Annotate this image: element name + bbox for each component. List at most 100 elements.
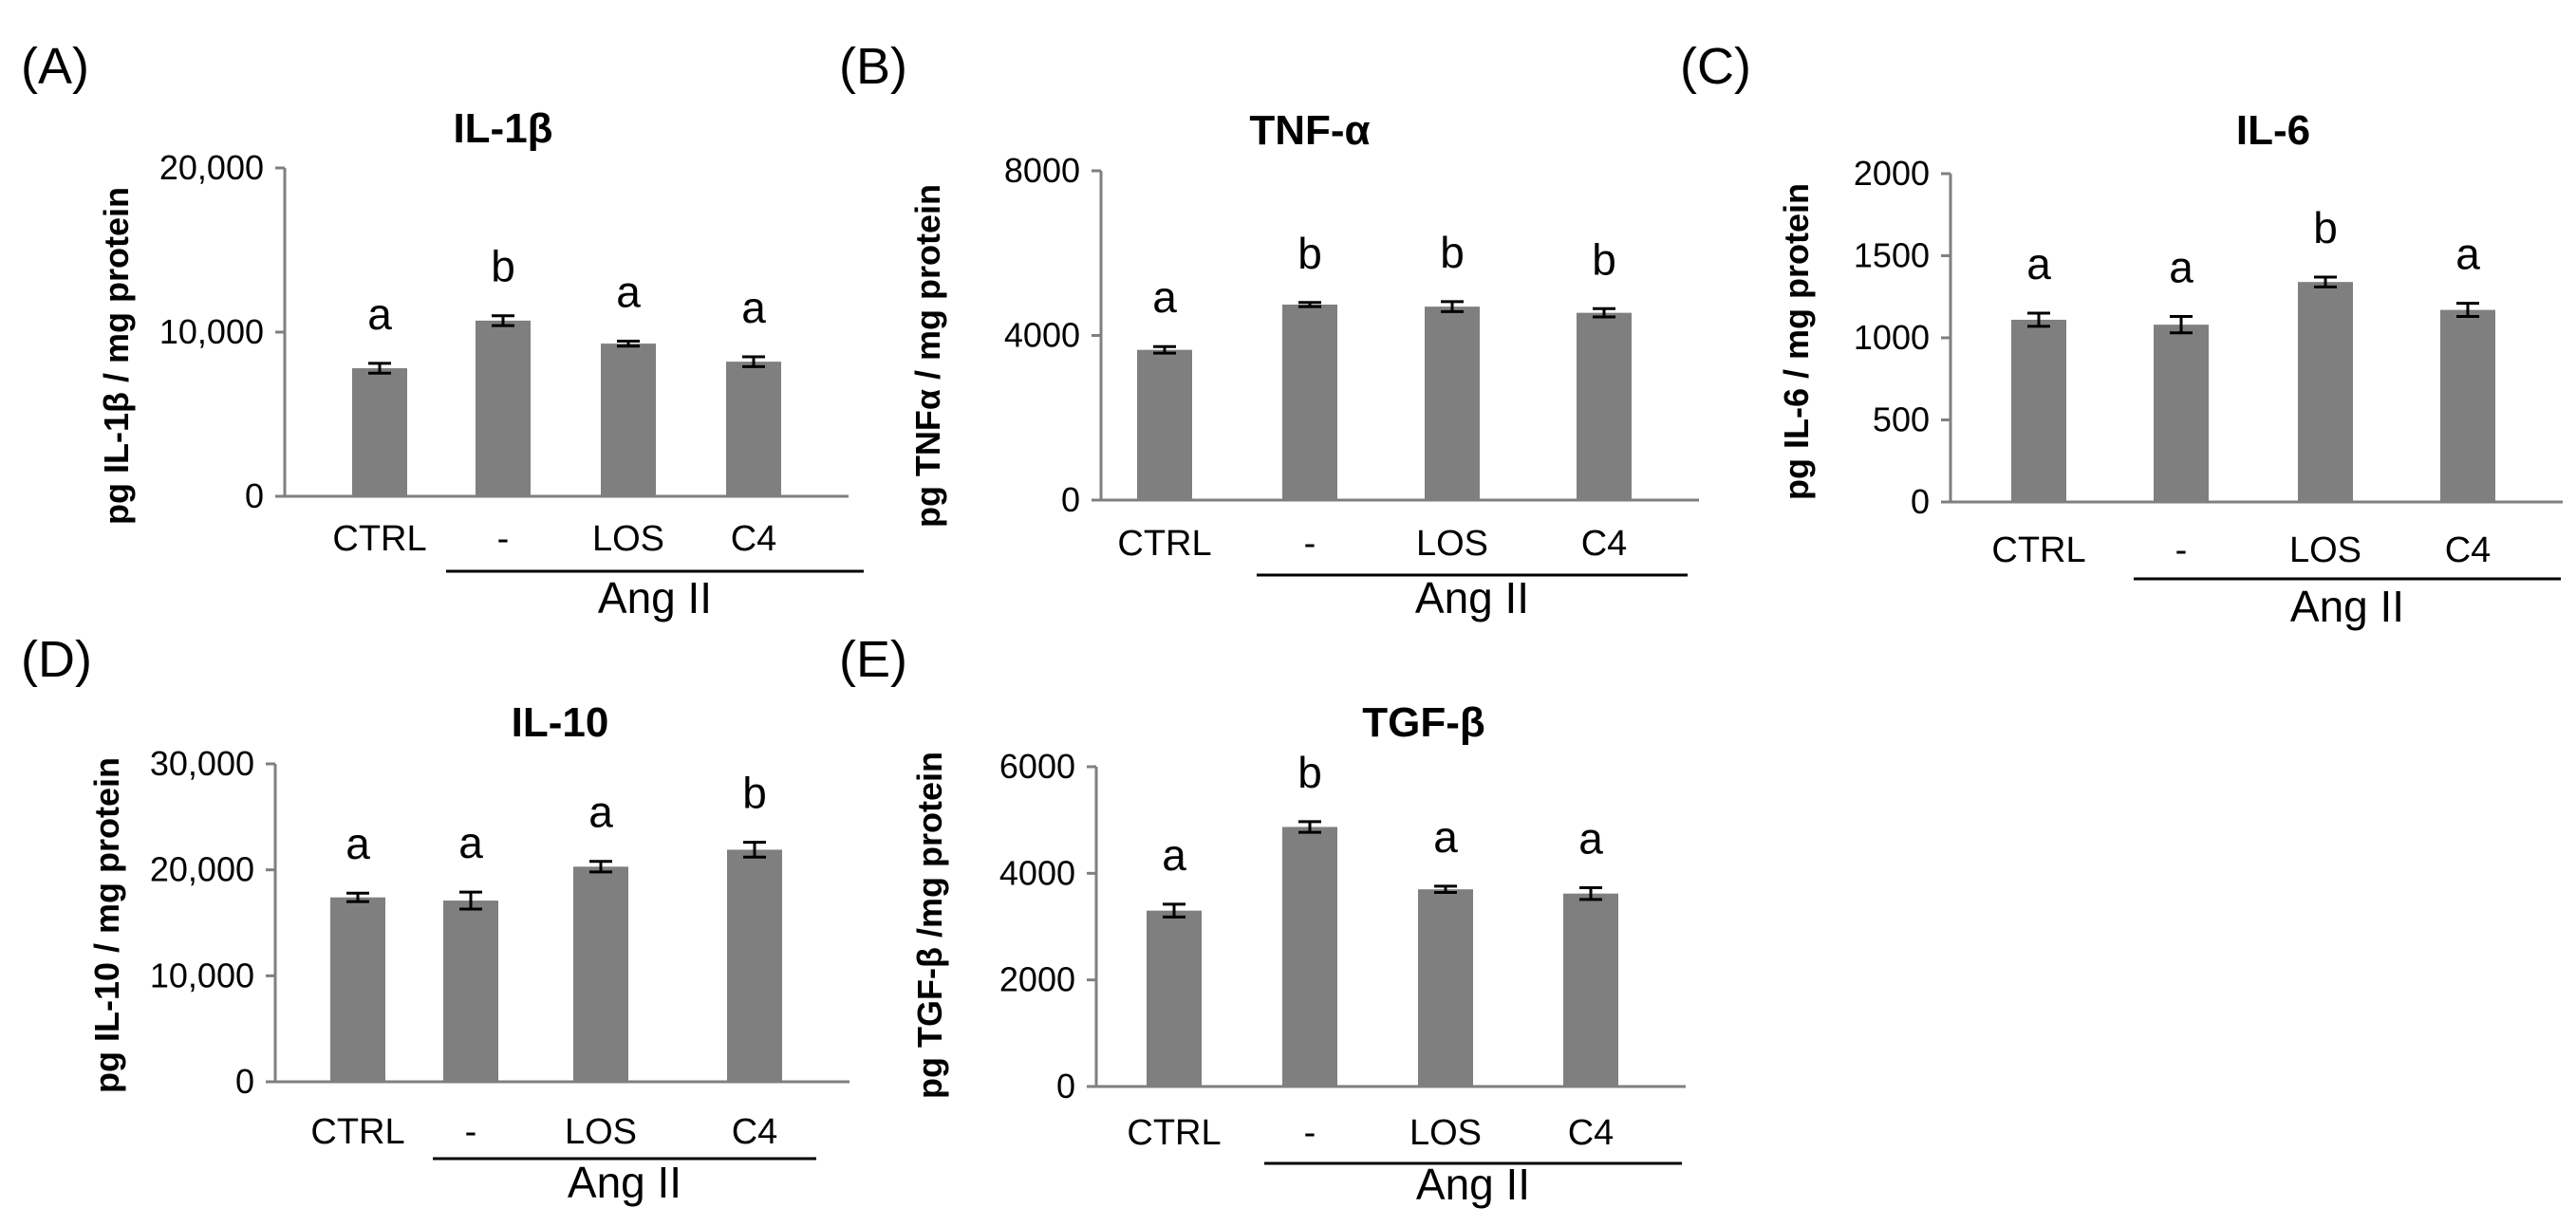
panel-3-significance-2: a [2169, 243, 2193, 292]
panel-3-bar-4 [2440, 309, 2495, 502]
panel-1-significance-1: a [367, 289, 392, 339]
panel-2-bar-4 [1577, 312, 1632, 500]
panel-5-y-tick-label: 4000 [999, 853, 1075, 892]
panel-5-category-label-3: LOS [1409, 1113, 1482, 1153]
panel-3-y-axis-label: pg IL-6 / mg protein [1777, 183, 1816, 500]
panel-2-category-label-3: LOS [1416, 524, 1488, 564]
panel-1-significance-3: a [616, 268, 641, 317]
panel-3-bar-3 [2298, 282, 2353, 502]
panel-1-category-label-2: - [497, 519, 510, 559]
panel-2-y-tick-label: 0 [1061, 480, 1080, 519]
panel-3-y-tick-label: 2000 [1854, 154, 1930, 193]
panel-4-bar-2 [443, 901, 498, 1082]
panel-1-bar-2 [476, 320, 531, 496]
panel-1-significance-4: a [741, 283, 766, 332]
panel-1-category-label-3: LOS [592, 519, 664, 559]
panel-1-y-axis-label: pg IL-1β / mg protein [97, 187, 136, 525]
panel-4-category-label-2: - [465, 1112, 477, 1152]
panel-2-bar-1 [1137, 349, 1192, 500]
panel-4-y-tick-label: 30,000 [150, 744, 254, 783]
panel-5-bar-3 [1418, 889, 1473, 1087]
panel-4-significance-2: a [458, 818, 483, 867]
panel-2-significance-3: b [1440, 228, 1465, 277]
panel-1-title: IL-1β [453, 105, 552, 152]
panel-1-y-tick-label: 20,000 [159, 148, 264, 187]
panel-5-letter: (E) [839, 631, 907, 688]
panel-4-y-tick-label: 0 [235, 1062, 254, 1101]
panel-5-y-tick-label: 6000 [999, 747, 1075, 786]
panel-4-group-label: Ang II [568, 1158, 681, 1207]
panel-5-bar-4 [1563, 893, 1618, 1087]
panel-4-category-label-3: LOS [565, 1112, 637, 1152]
panel-5-y-tick-label: 2000 [999, 960, 1075, 999]
panel-2-y-axis-label: pg TNFα / mg protein [908, 184, 947, 528]
panel-2-significance-2: b [1297, 229, 1322, 278]
panel-1-category-label-1: CTRL [332, 519, 426, 559]
panel-5-category-label-2: - [1304, 1113, 1316, 1153]
panel-5-bar-1 [1147, 910, 1202, 1087]
panel-4-y-tick-label: 10,000 [150, 956, 254, 994]
panel-2-category-label-4: C4 [1581, 524, 1628, 564]
panel-1-bar-4 [726, 362, 781, 496]
panel-2-category-label-2: - [1304, 524, 1316, 564]
panel-1-y-tick-label: 0 [245, 476, 264, 515]
panel-5-significance-2: b [1297, 748, 1322, 797]
panel-4-significance-1: a [345, 819, 370, 868]
panel-2-y-tick-label: 8000 [1004, 151, 1080, 190]
panel-5-bar-2 [1282, 827, 1337, 1087]
panel-2-group-label: Ang II [1415, 573, 1529, 622]
panel-2-bar-3 [1425, 306, 1480, 500]
panel-5-group-label: Ang II [1416, 1160, 1530, 1209]
panel-4-bar-3 [573, 866, 628, 1082]
panel-3-significance-1: a [2026, 239, 2051, 288]
panel-5-significance-3: a [1433, 812, 1458, 862]
panel-5-y-tick-label: 0 [1056, 1067, 1075, 1105]
panel-1-bar-1 [352, 368, 407, 496]
panel-4-bar-4 [727, 849, 782, 1082]
panel-4-category-label-4: C4 [732, 1112, 778, 1152]
panel-3-group-label: Ang II [2290, 582, 2404, 631]
panel-3-category-label-1: CTRL [1991, 530, 2085, 570]
panel-5-significance-1: a [1162, 830, 1186, 880]
panel-4-category-label-1: CTRL [310, 1112, 404, 1152]
panel-3-y-tick-label: 1000 [1854, 318, 1930, 357]
panel-2-letter: (B) [839, 38, 907, 95]
panel-3-significance-4: a [2455, 230, 2480, 279]
panel-3-bar-1 [2011, 319, 2066, 502]
panel-3-bar-2 [2154, 325, 2209, 502]
panel-4-y-axis-label: pg IL-10 / mg protein [87, 757, 126, 1093]
panel-2-significance-1: a [1152, 272, 1177, 322]
panel-2-y-tick-label: 4000 [1004, 316, 1080, 355]
panel-1-category-label-4: C4 [731, 519, 777, 559]
panel-5-category-label-4: C4 [1568, 1113, 1615, 1153]
panel-5-title: TGF-β [1362, 699, 1485, 746]
panel-5-significance-4: a [1578, 813, 1603, 863]
panel-5-category-label-1: CTRL [1127, 1113, 1221, 1153]
panel-4-title: IL-10 [512, 699, 609, 746]
panel-4-y-tick-label: 20,000 [150, 850, 254, 889]
panel-3-letter: (C) [1680, 38, 1751, 95]
panel-3-category-label-2: - [2175, 530, 2188, 570]
panel-5-y-axis-label: pg TGF-β /mg protein [910, 752, 949, 1099]
panel-3-significance-3: b [2313, 203, 2338, 252]
panel-4-letter: (D) [21, 631, 92, 688]
panel-2-category-label-1: CTRL [1117, 524, 1211, 564]
panel-3-category-label-4: C4 [2445, 530, 2492, 570]
panel-2-bar-2 [1282, 304, 1337, 500]
panel-3-y-tick-label: 500 [1873, 400, 1930, 439]
panel-3-y-tick-label: 0 [1911, 482, 1930, 521]
panel-3-y-tick-label: 1500 [1854, 236, 1930, 275]
panel-1-y-tick-label: 10,000 [159, 312, 264, 351]
panel-1-group-label: Ang II [598, 573, 712, 622]
panel-3-title: IL-6 [2236, 107, 2310, 154]
panel-2-significance-4: b [1592, 234, 1616, 284]
panel-4-significance-4: b [742, 769, 767, 818]
panel-3-category-label-3: LOS [2289, 530, 2361, 570]
panel-1-bar-3 [601, 344, 656, 496]
panel-4-bar-1 [330, 897, 385, 1082]
panel-1-letter: (A) [21, 38, 89, 95]
panel-1-significance-2: b [491, 242, 515, 291]
panel-4-significance-3: a [588, 788, 613, 837]
panel-2-title: TNF-α [1249, 107, 1370, 154]
